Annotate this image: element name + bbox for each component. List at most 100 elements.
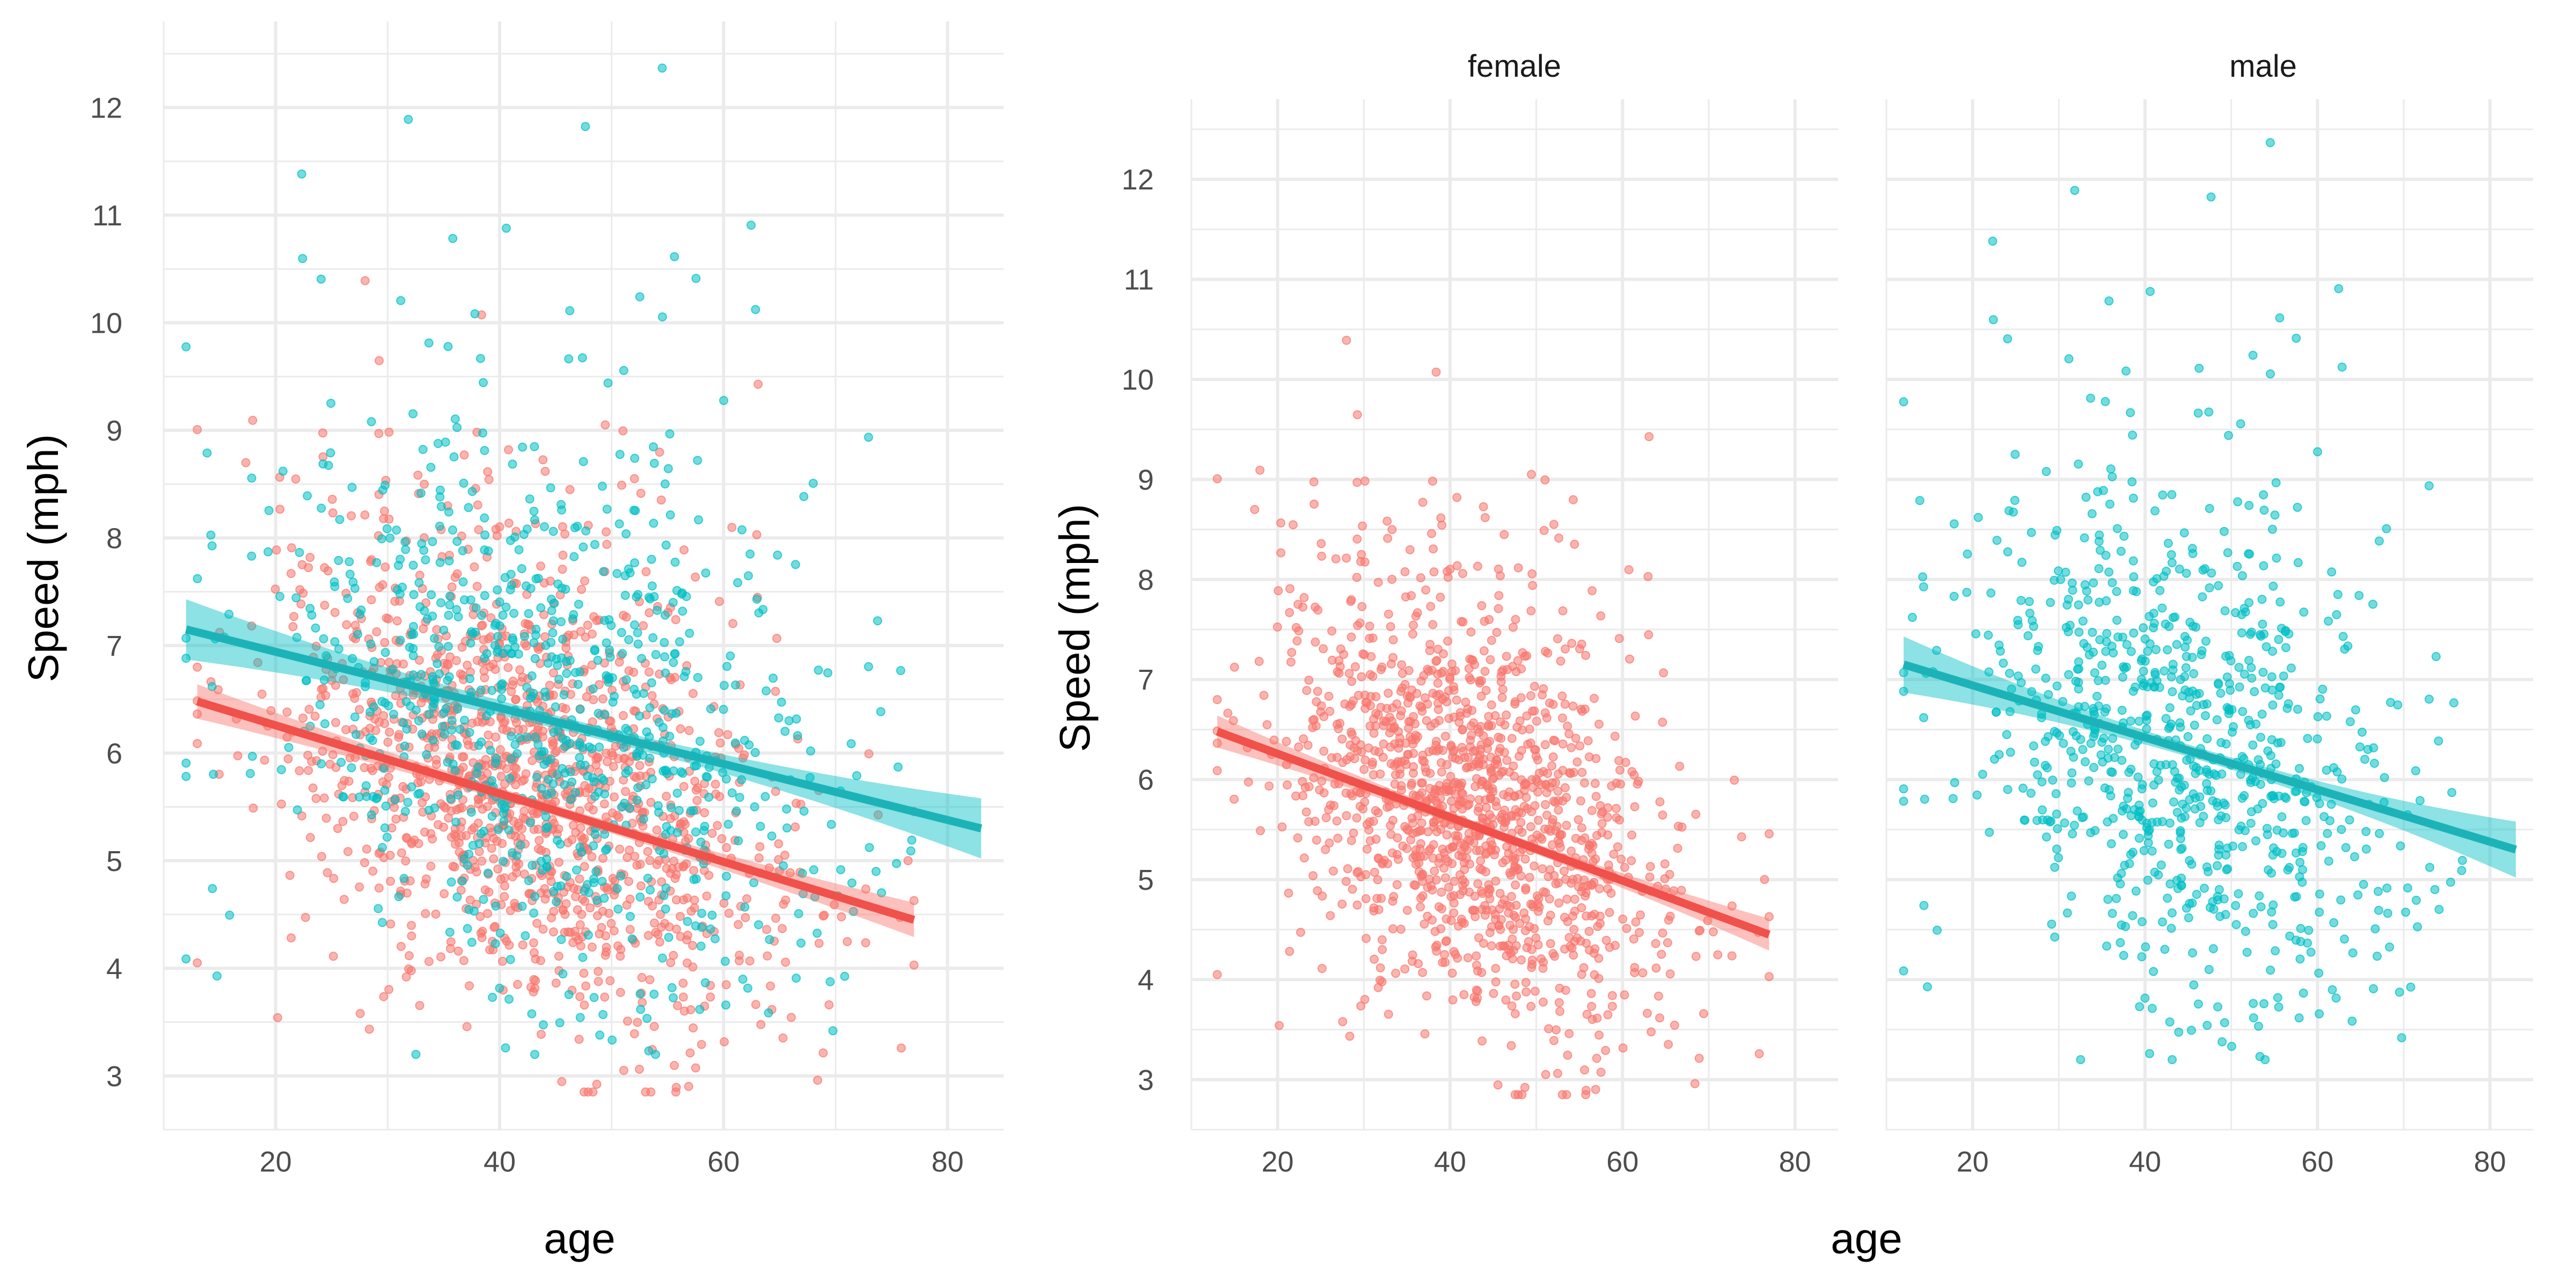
male-point [500,573,510,582]
female-point [1542,713,1552,723]
female-point [193,709,202,719]
female-point [1345,1031,1355,1041]
female-point [1517,828,1527,837]
female-point [636,881,646,891]
female-point [193,425,202,434]
female-point [1447,968,1457,978]
male-point [264,547,273,557]
female-point [273,1013,282,1022]
male-point [2228,727,2237,737]
female-point [341,725,350,735]
male-point [2434,736,2443,746]
male-point [445,927,455,937]
female-point [678,978,688,988]
female-point [1386,821,1395,830]
female-point [1348,884,1357,894]
male-point [2328,985,2337,994]
male-point [2327,567,2337,577]
male-point [2152,574,2162,583]
female-point [1607,1001,1617,1011]
female-point [1463,953,1473,963]
male-point [624,766,633,775]
female-point [1342,755,1351,765]
male-point [508,633,517,643]
female-point [814,939,824,948]
male-point [2218,1037,2227,1046]
male-point [524,609,533,618]
female-point [1504,787,1514,797]
female-point [414,655,424,665]
female-point [644,667,654,677]
male-point [2117,869,2126,879]
male-point [625,912,635,921]
male-point [2303,734,2312,743]
female-point [1644,630,1653,640]
female-point [1502,652,1511,661]
male-point [399,874,409,883]
female-point [1262,720,1272,729]
male-point [2094,537,2104,546]
female-point [282,733,292,742]
female-point [547,913,557,923]
male-point [2223,548,2233,558]
male-point [2224,430,2233,440]
male-point [264,506,274,515]
female-point [1272,622,1282,632]
female-point [1546,911,1555,920]
female-point [495,745,505,755]
female-point [1366,652,1376,661]
male-point [438,722,447,731]
male-point [722,662,731,671]
y-tick-label: 9 [106,415,122,447]
female-point [548,927,558,936]
female-point [1446,796,1456,806]
male-point [2165,703,2175,713]
male-point [1919,713,1928,722]
female-point [426,861,436,871]
female-point [1296,927,1305,937]
male-point [411,1050,421,1059]
female-point [1596,1067,1606,1077]
female-y-axis-title: Speed (mph) [1051,504,1099,752]
female-point [1529,682,1539,691]
female-point [1416,676,1426,686]
male-point [1992,536,2002,545]
male-point [487,776,497,786]
female-point [1533,755,1542,765]
female-point [612,810,622,820]
male-point [2148,798,2157,808]
female-point [1547,761,1557,771]
male-point [330,637,340,647]
female-point [384,985,394,994]
male-point [445,591,455,601]
female-point [613,941,623,951]
male-point [533,574,543,583]
male-point [2084,776,2094,786]
male-point [479,378,488,387]
male-point [2350,852,2359,861]
male-point [530,892,539,902]
female-point [1444,844,1454,854]
male-point [338,792,348,801]
male-point [2213,678,2223,688]
male-point [2213,861,2222,870]
male-point [750,802,759,811]
male-point [2068,727,2078,736]
male-point [2368,599,2377,609]
female-point [1291,623,1301,632]
male-point [452,537,462,546]
male-point [483,868,493,878]
male-point [2113,744,2123,754]
male-point [2010,450,2020,459]
male-point [695,1005,705,1014]
male-point [2249,999,2258,1008]
male-point [693,673,702,682]
female-point [424,957,434,967]
female-point [397,848,406,858]
female-point [1562,1090,1571,1100]
male-point [495,597,504,607]
female-point [1254,656,1264,666]
female-point [781,895,791,905]
male-point [620,571,630,581]
female-point [724,909,734,918]
